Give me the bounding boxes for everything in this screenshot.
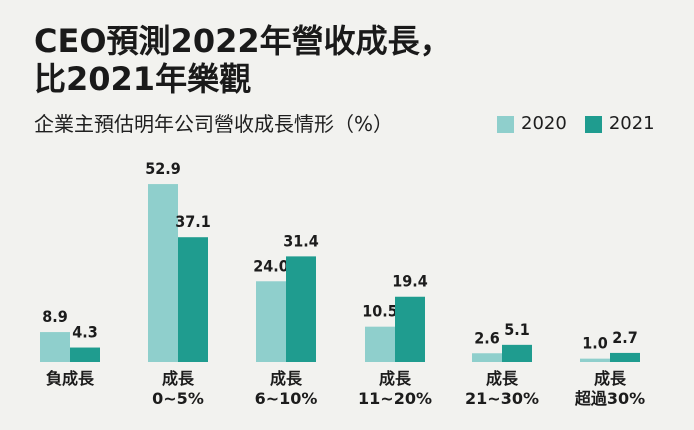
category-label-2-1: 6~10% (255, 389, 318, 408)
value-label-2020-5: 1.0 (582, 334, 608, 353)
category-label-1-0: 成長 (162, 369, 195, 388)
chart-subtitle: 企業主預估明年公司營收成長情形（%） (34, 112, 394, 136)
bar-2020-4 (472, 353, 502, 362)
value-label-2020-1: 52.9 (145, 159, 181, 178)
bar-2021-3 (395, 296, 425, 362)
title-line-1: CEO預測2022年營收成長， (34, 22, 452, 60)
bar-2020-2 (256, 281, 286, 362)
legend-swatch-2020 (497, 115, 514, 133)
legend-item-2020: 2020 (497, 113, 567, 135)
legend: 2020 2021 (497, 113, 655, 135)
legend-label-2021: 2021 (608, 113, 655, 134)
value-label-2021-0: 4.3 (72, 323, 98, 342)
category-label-4-0: 成長 (486, 369, 519, 388)
value-label-2021-1: 37.1 (175, 212, 211, 231)
value-label-2020-2: 24.0 (253, 256, 289, 275)
bar-2020-3 (365, 326, 395, 362)
bar-2021-4 (502, 344, 532, 362)
category-label-5-0: 成長 (594, 369, 627, 388)
legend-label-2020: 2020 (521, 113, 567, 134)
value-label-2021-3: 19.4 (392, 272, 428, 291)
bar-2020-1 (148, 184, 178, 362)
chart-title: CEO預測2022年營收成長， 比2021年樂觀 (34, 22, 452, 98)
bar-2021-0 (70, 347, 100, 362)
bar-2020-0 (40, 332, 70, 362)
bar-2021-1 (178, 237, 208, 362)
category-label-3-1: 11~20% (358, 389, 432, 408)
value-label-2020-3: 10.5 (362, 302, 398, 321)
value-label-2020-0: 8.9 (42, 307, 68, 326)
title-line-2: 比2021年樂觀 (34, 60, 252, 98)
category-label-5-1: 超過30% (574, 389, 645, 408)
bar-2021-2 (286, 256, 316, 362)
category-label-2-0: 成長 (270, 369, 303, 388)
category-label-3-0: 成長 (379, 369, 412, 388)
value-label-2021-5: 2.7 (612, 328, 638, 347)
bar-2020-5 (580, 358, 610, 362)
category-label-1-1: 0~5% (152, 389, 204, 408)
value-label-2020-4: 2.6 (474, 328, 500, 347)
category-label-0-0: 負成長 (46, 369, 95, 388)
value-label-2021-2: 31.4 (283, 231, 319, 250)
value-label-2021-4: 5.1 (504, 320, 530, 339)
legend-item-2021: 2021 (584, 113, 655, 135)
category-label-4-1: 21~30% (465, 389, 539, 408)
bar-2021-5 (610, 352, 640, 362)
legend-swatch-2021 (584, 115, 602, 133)
